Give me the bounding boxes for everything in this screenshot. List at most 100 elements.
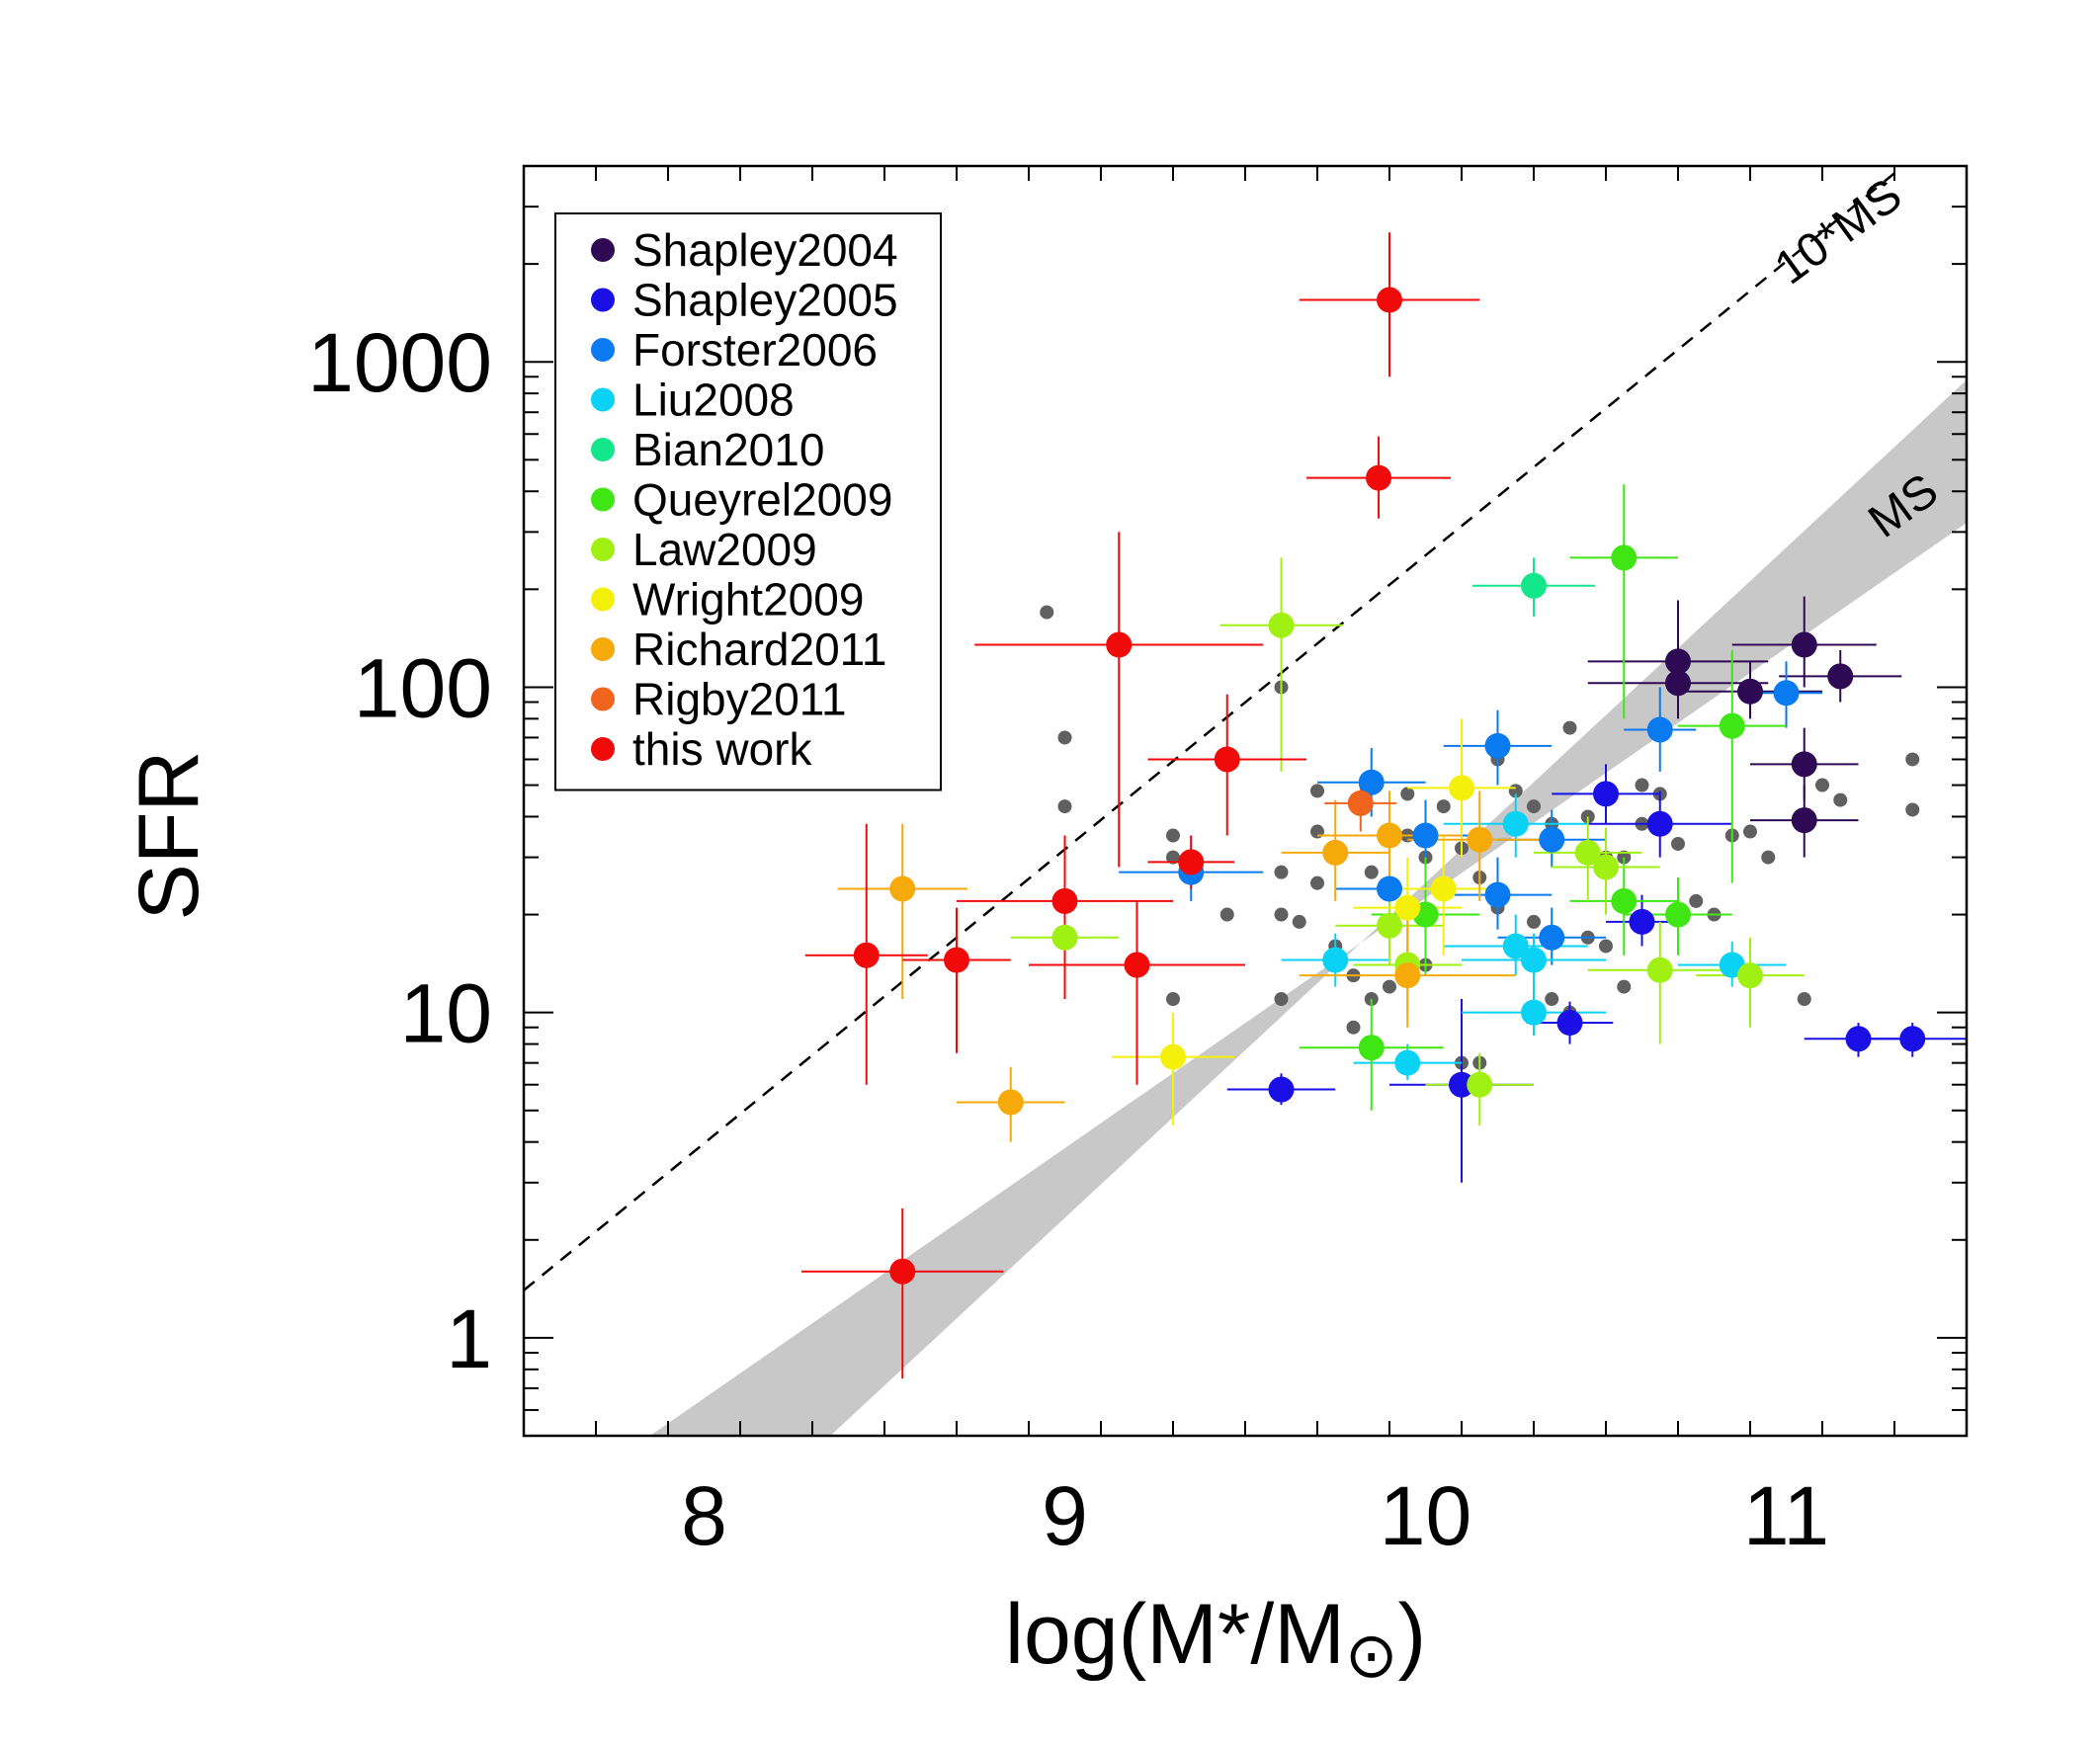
x-tick-label: 9 [1042,1469,1088,1562]
background-point [1761,850,1776,865]
data-point [944,947,969,973]
data-point [1502,933,1529,959]
data-point [1377,875,1402,902]
x-tick-label: 11 [1743,1469,1829,1562]
legend-marker [591,238,615,262]
background-point [1743,824,1757,839]
background-point [1057,799,1072,814]
data-point [1629,908,1655,935]
data-point [1773,680,1800,707]
data-point [1124,952,1150,978]
data-point [1665,901,1691,928]
background-point [1815,778,1829,792]
background-point [1310,875,1324,890]
x-tick-label: 8 [681,1469,727,1562]
data-point [1394,962,1421,989]
background-point [1527,914,1541,929]
background-point [1617,979,1632,994]
data-point [1502,810,1529,837]
legend-label: this work [632,723,812,775]
background-point [1166,992,1180,1007]
legend-label: Liu2008 [632,375,795,426]
background-point [1364,865,1379,879]
data-point [1268,612,1295,638]
background-point [1833,792,1848,807]
background-point [1905,752,1920,767]
background-point [1040,605,1054,620]
legend-marker [591,538,615,561]
y-tick-label: 100 [354,641,492,734]
data-point [1646,716,1673,743]
data-point [1737,962,1763,989]
data-point [1484,881,1511,908]
data-point [1394,894,1421,921]
background-point [1219,907,1234,922]
data-point [1394,1049,1421,1076]
data-point [1611,887,1638,914]
data-point [1430,875,1457,902]
data-point [1377,822,1402,849]
data-point [1322,839,1349,866]
data-point [1377,912,1402,939]
data-point [1539,826,1565,853]
background-point [1166,850,1180,865]
background-point [1671,836,1685,851]
legend-label: Wright2009 [632,574,864,625]
data-point [1467,1071,1493,1098]
data-point [1737,678,1763,705]
x-axis-title-main: log(M*/M [1005,1587,1345,1682]
data-point [1322,947,1349,973]
background-point [1310,784,1324,798]
data-point [889,1258,916,1285]
data-point [1412,822,1439,849]
background-point [1436,799,1451,814]
data-point [1051,887,1078,914]
data-point [1449,1071,1474,1098]
data-point [1449,775,1474,801]
data-point [1646,957,1673,983]
legend-box [554,212,942,792]
legend-marker [591,687,615,711]
data-point [1347,790,1374,816]
y-tick-label: 10 [400,967,492,1060]
data-point [1539,924,1565,951]
legend-marker [591,587,615,612]
data-point [1106,631,1133,658]
legend-label: Shapley2004 [632,224,898,276]
data-point [1358,1035,1385,1061]
data-point [1611,544,1638,571]
legend-label: Richard2011 [632,624,886,675]
data-point [1665,670,1691,697]
background-point [1274,865,1289,879]
data-point [1791,751,1817,778]
legend-label: Forster2006 [632,324,878,375]
data-point [1791,807,1817,834]
data-point [1791,631,1817,658]
data-point [1051,924,1078,951]
data-point [1665,648,1691,675]
data-point [1845,1026,1872,1052]
background-point [1635,778,1649,792]
data-point [1521,999,1547,1026]
x-tick-label: 10 [1380,1469,1471,1562]
legend-marker [591,438,615,461]
data-point [1358,769,1385,795]
data-point [1484,732,1511,759]
plot-frame [522,164,1969,1438]
legend-marker [591,387,615,412]
legend-marker [591,338,615,362]
data-point [1719,712,1745,739]
x-axis-title-close: ) [1398,1587,1427,1682]
legend-label: Rigby2011 [632,674,847,725]
background-point [1057,730,1072,745]
data-point [889,875,916,902]
legend-label: Shapley2005 [632,275,898,326]
y-axis-title: SFR [122,751,216,921]
background-point [1166,828,1180,843]
legend-marker [591,737,615,761]
background-point [1562,720,1577,735]
data-point [1366,464,1392,491]
data-point [1574,839,1601,866]
background-point [1599,939,1613,954]
